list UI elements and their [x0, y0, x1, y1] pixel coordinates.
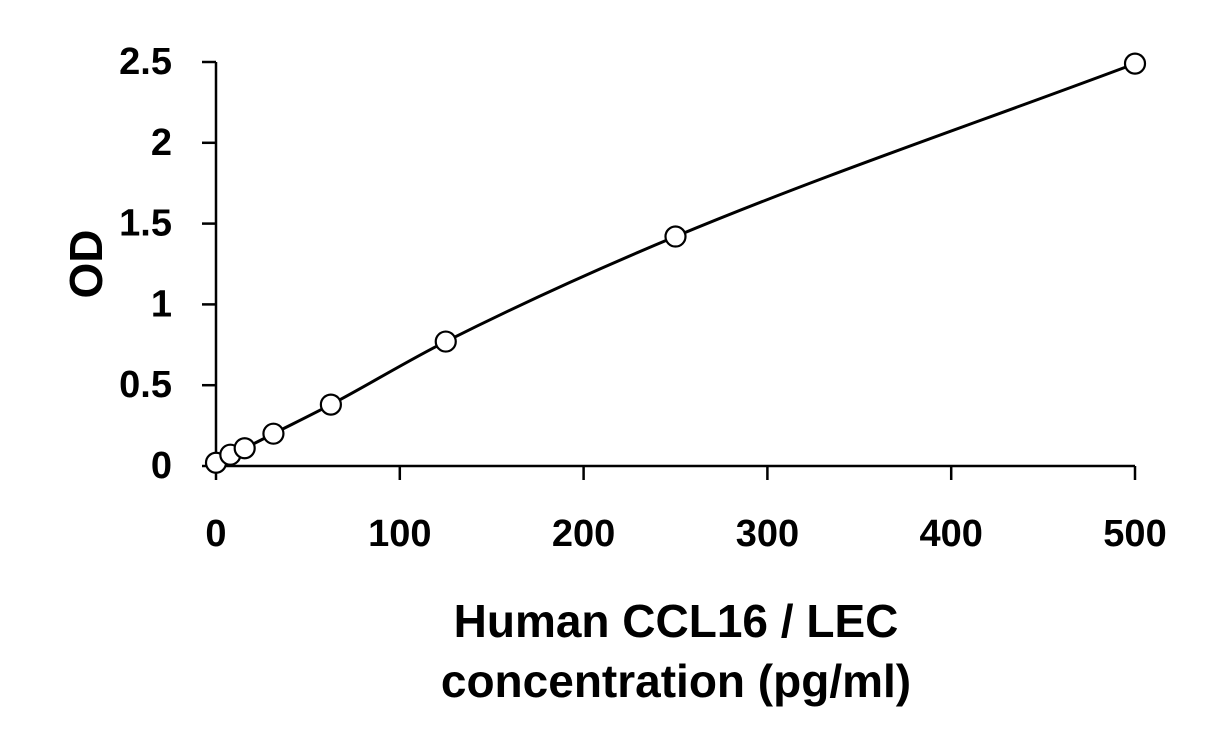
y-ticks: 0 0.5 1 1.5 2 2.5: [119, 41, 216, 487]
x-axis: 0 100 200 300 400 500: [205, 464, 1167, 555]
y-axis: 0 0.5 1 1.5 2 2.5: [119, 41, 218, 487]
data-point: [1123, 52, 1147, 75]
data-point: [664, 225, 687, 248]
y-tick-label: 2.5: [119, 41, 172, 83]
y-tick-label: 2: [151, 122, 172, 164]
y-tick-label: 1: [151, 283, 172, 325]
y-tick-label: 0.5: [119, 364, 172, 406]
x-axis-title-line-1: Human CCL16 / LEC: [454, 595, 899, 647]
fit-curve: [215, 62, 1136, 465]
x-tick-label: 100: [368, 513, 431, 555]
x-tick-label: 400: [919, 513, 982, 555]
y-tick-label: 0: [151, 445, 172, 487]
y-axis-title: OD: [60, 230, 112, 299]
data-point: [434, 330, 457, 353]
data-points: [204, 52, 1147, 474]
x-tick-label: 200: [552, 513, 615, 555]
x-ticks: 0 100 200 300 400 500: [205, 466, 1167, 555]
data-point: [262, 422, 285, 445]
data-point: [233, 437, 256, 460]
data-point: [319, 393, 342, 416]
x-axis-title-line-2: concentration (pg/ml): [441, 655, 911, 707]
y-tick-label: 1.5: [119, 203, 172, 245]
x-tick-label: 0: [205, 513, 226, 555]
x-tick-label: 300: [736, 513, 799, 555]
x-tick-label: 500: [1103, 513, 1166, 555]
